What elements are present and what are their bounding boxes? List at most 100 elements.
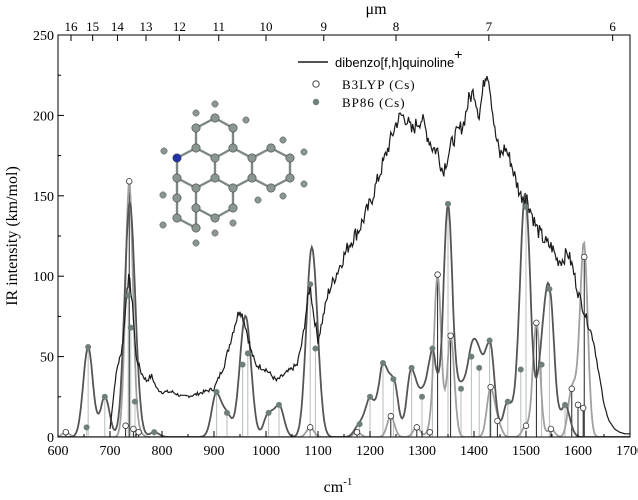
- molecule-hydrogen: [159, 221, 167, 229]
- b3lyp-point: [434, 271, 441, 278]
- molecule-hydrogen: [279, 136, 287, 144]
- molecule-carbon: [191, 223, 201, 233]
- b3lyp-point: [533, 319, 540, 327]
- bp86-point: [213, 388, 220, 395]
- molecule-nitrogen: [172, 153, 182, 163]
- molecule-carbon: [285, 173, 295, 183]
- x-tick-label: 1600: [564, 444, 592, 459]
- y-tick-label: 100: [33, 270, 54, 285]
- top-tick-label: 16: [65, 19, 79, 34]
- b3lyp-point: [581, 253, 588, 261]
- molecule-carbon: [228, 183, 238, 193]
- top-tick-label: 10: [260, 19, 273, 34]
- y-axis: 0 50 100 150 200 250: [33, 29, 64, 446]
- x-tick-label: 1500: [512, 444, 540, 459]
- b3lyp-point: [62, 428, 70, 436]
- bp86-point: [408, 364, 415, 371]
- legend-open-circle-marker: [312, 80, 320, 88]
- b3lyp-point: [447, 332, 454, 339]
- molecule-carbon: [266, 143, 276, 153]
- top-tick-label: 15: [86, 19, 99, 34]
- bp86-point: [367, 393, 373, 400]
- b3lyp-point: [353, 428, 361, 436]
- bp86-point: [390, 376, 397, 383]
- bp86-point: [523, 204, 529, 211]
- molecule-carbon: [210, 173, 220, 183]
- b3lyp-point: [494, 417, 501, 425]
- y-tick-label: 200: [33, 109, 54, 124]
- legend-label-bp86: BP86 (Cs): [342, 95, 406, 110]
- legend: dibenzo[f,h]quinoline+ B3LYP (Cs) BP86 (…: [298, 46, 462, 110]
- bp86-point: [244, 350, 251, 357]
- top-axis: 16 15 14 13 12 11 10 9 8 7 6: [65, 19, 616, 41]
- top-axis-title: μm: [365, 1, 387, 18]
- y-tick-label: 0: [47, 431, 54, 446]
- bp86-point: [486, 337, 493, 344]
- molecule-hydrogen: [160, 147, 168, 155]
- molecule-carbon: [210, 213, 220, 223]
- legend-label-experiment-text: dibenzo[f,h]quinoline: [335, 55, 454, 70]
- top-tick-label: 7: [486, 19, 493, 34]
- legend-label-experiment-sup: +: [454, 46, 462, 62]
- y-tick-label: 50: [40, 351, 54, 366]
- molecule-hydrogen: [192, 239, 200, 247]
- x-tick-label: 800: [152, 444, 173, 459]
- top-tick-label: 9: [321, 19, 328, 34]
- legend-filled-circle-marker: [312, 98, 320, 106]
- b3lyp-point: [568, 385, 575, 392]
- bp86-point: [307, 281, 314, 288]
- bp86-point: [445, 200, 451, 207]
- bp86-point: [458, 385, 464, 392]
- bp86-point: [83, 424, 90, 431]
- legend-label-experiment: dibenzo[f,h]quinoline+: [335, 46, 462, 70]
- b3lyp-point: [574, 401, 582, 409]
- b3lyp-point: [426, 428, 433, 436]
- molecule-hydrogen: [300, 180, 308, 188]
- molecule-carbon: [191, 183, 201, 193]
- top-tick-label: 13: [140, 19, 153, 34]
- top-tick-label: 8: [393, 19, 400, 34]
- molecule-carbon: [191, 203, 201, 213]
- bp86-point: [504, 398, 511, 405]
- experiment-series-line: [109, 75, 630, 435]
- molecule-hydrogen: [211, 100, 219, 108]
- b3lyp-point: [122, 422, 129, 429]
- molecule-carbon: [247, 153, 257, 163]
- molecule-carbon: [228, 123, 238, 133]
- x-axis: 600 700 800 900 1000 1100 1200 1300 1400 1500 1600…: [48, 431, 638, 459]
- bp86-point: [419, 393, 425, 400]
- top-tick-label: 6: [609, 19, 616, 34]
- bp86-point: [101, 393, 108, 400]
- bp86-sticks: [86, 203, 566, 437]
- molecule-carbon: [191, 123, 201, 133]
- bp86-point: [85, 343, 92, 350]
- b3lyp-point: [130, 425, 137, 433]
- x-axis-title: cm-1: [324, 476, 353, 496]
- x-axis-title-text: cm: [324, 479, 344, 496]
- molecule-carbon: [191, 143, 201, 153]
- b3lyp-point: [522, 422, 530, 429]
- bp86-point: [476, 364, 483, 371]
- bp86-point: [151, 429, 158, 436]
- x-tick-label: 1400: [460, 444, 488, 459]
- b3lyp-point: [307, 424, 314, 431]
- dibenzoquinoline-molecule-icon: [159, 100, 308, 247]
- top-tick-label: 14: [111, 19, 125, 34]
- molecule-hydrogen: [229, 219, 237, 227]
- molecule-carbon: [210, 153, 220, 163]
- bp86-point: [131, 398, 138, 405]
- legend-label-b3lyp: B3LYP (Cs): [342, 77, 416, 92]
- x-tick-label: 900: [204, 444, 225, 459]
- b3lyp-point: [580, 404, 587, 412]
- bp86-point: [468, 353, 475, 360]
- molecule-carbon: [228, 143, 238, 153]
- b3lyp-point: [487, 383, 494, 391]
- bp86-point: [125, 292, 132, 299]
- bp86-point: [380, 360, 386, 367]
- x-tick-label: 700: [100, 444, 121, 459]
- bp86-point: [127, 324, 134, 331]
- x-tick-label: 1200: [356, 444, 384, 459]
- x-tick-label: 600: [48, 444, 69, 459]
